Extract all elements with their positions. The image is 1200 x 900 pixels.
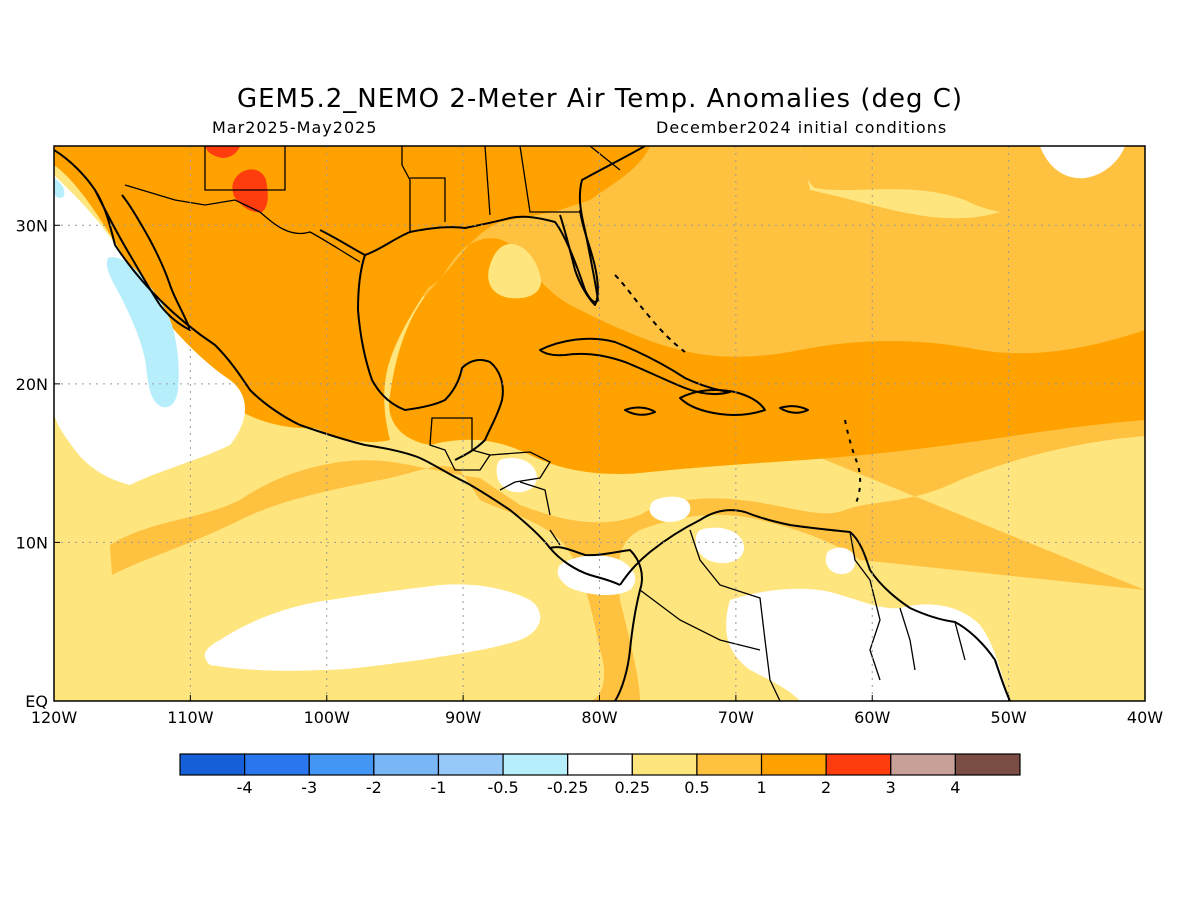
- hispaniola-coastline: [679, 389, 766, 416]
- colorbar-swatch: [308, 753, 375, 776]
- anomaly-region-0.5-1: [54, 146, 1145, 215]
- colorbar-swatch: [954, 753, 1021, 776]
- anomaly-region-1-2-mexico: [54, 146, 480, 442]
- lesser-antilles: [844, 419, 862, 506]
- colombia-venezuela-border: [689, 529, 781, 701]
- venezuela-guyana-border: [849, 531, 881, 681]
- suriname-guiana-border: [954, 621, 966, 661]
- anomaly-region-near-zero-guiana-spot: [825, 547, 856, 575]
- anomaly-region-0.5-1-gulf-spot: [488, 244, 541, 299]
- anomaly-region-2-3-spot-b: [232, 169, 268, 213]
- x-tick-label: 110W: [167, 708, 214, 727]
- colorbar-swatch: [373, 753, 440, 776]
- colorbar-label: 4: [950, 778, 960, 797]
- x-tick-label: 50W: [991, 708, 1027, 727]
- x-tick-label: 120W: [31, 708, 78, 727]
- y-tick-label: 20N: [16, 375, 48, 394]
- colorbar-label: -1: [430, 778, 446, 797]
- colorbar-label: -0.5: [487, 778, 518, 797]
- x-tick-label: 80W: [581, 708, 617, 727]
- nicaragua-border: [519, 481, 551, 516]
- colorbar-label: -0.25: [547, 778, 588, 797]
- guatemala-border: [429, 417, 492, 471]
- colorbar-swatch: [825, 753, 892, 776]
- anomaly-region-near-zero-caribbean-spot: [649, 496, 691, 522]
- colombia-peru-border: [639, 589, 761, 651]
- boundaries: [124, 146, 966, 701]
- colorbar-label: 1: [756, 778, 766, 797]
- state-line-6: [589, 146, 621, 171]
- x-tick-label: 60W: [854, 708, 890, 727]
- colorbar-swatch: [760, 753, 827, 776]
- colorbar-swatch: [179, 753, 246, 776]
- colorbar: -4 -3 -2 -1 -0.5 -0.25 0.25 0.5 1 2 3 4: [179, 753, 1021, 797]
- anomaly-region-2-3-spot-a: [205, 146, 240, 158]
- us-mexico-border: [124, 184, 361, 263]
- anomaly-region-near-zero-atlantic-spot: [1040, 146, 1125, 179]
- anomaly-region-near-zero-venezuela-spot: [695, 527, 745, 564]
- x-axis: 120W 110W 100W 90W 80W 70W 60W 50W 40W: [31, 695, 1163, 727]
- anomaly-region-near-zero-south-america: [726, 588, 1010, 701]
- anomaly-field: [54, 146, 1145, 701]
- colorbar-label: -2: [366, 778, 382, 797]
- colorbar-swatch: [696, 753, 763, 776]
- anomaly-region-negative-coastal: [54, 178, 65, 198]
- y-axis: EQ 10N 20N 30N: [16, 216, 60, 711]
- colorbar-swatch: [437, 753, 504, 776]
- colorbar-swatch: [244, 753, 310, 776]
- florida-coastline: [559, 209, 599, 306]
- puerto-rico-coastline: [779, 405, 809, 414]
- initial-conditions: December2024 initial conditions: [656, 118, 948, 137]
- colorbar-label: 0.5: [684, 778, 709, 797]
- colorbar-swatch: [631, 753, 698, 776]
- state-line-1: [204, 146, 286, 191]
- map-title: GEM5.2_NEMO 2-Meter Air Temp. Anomalies …: [236, 84, 964, 114]
- colorbar-label: 2: [821, 778, 831, 797]
- forecast-period: Mar2025-May2025: [212, 118, 378, 137]
- guyana-suriname-border: [899, 607, 916, 671]
- western-gulf-coastline: [357, 254, 504, 461]
- state-line-5: [519, 146, 580, 213]
- state-line-3: [410, 177, 446, 222]
- y-tick-label: 10N: [16, 533, 48, 552]
- isthmus-coastline: [549, 546, 643, 701]
- anomaly-region-near-zero-panama: [557, 555, 636, 596]
- colorbar-label: -4: [237, 778, 253, 797]
- jamaica-coastline: [624, 406, 656, 416]
- y-tick-label: 30N: [16, 216, 48, 235]
- grid-lines: [54, 146, 1145, 701]
- cuba-coastline: [539, 337, 731, 396]
- colorbar-swatch: [567, 753, 633, 776]
- colorbar-label: 0.25: [614, 778, 650, 797]
- state-line-4: [484, 146, 491, 216]
- state-line-2: [401, 146, 411, 232]
- anomaly-region-negative-baja: [106, 257, 179, 408]
- colorbar-swatch: [890, 753, 956, 776]
- colorbar-label: 3: [886, 778, 896, 797]
- x-tick-label: 100W: [304, 708, 351, 727]
- anomaly-region-0.5-1-central: [54, 146, 1145, 701]
- colorbar-swatch: [502, 753, 569, 776]
- honduras-border: [489, 451, 551, 491]
- x-tick-label: 40W: [1127, 708, 1163, 727]
- y-tick-label: EQ: [25, 692, 48, 711]
- colorbar-label: -3: [301, 778, 317, 797]
- anomaly-region-near-zero-equatorial-pacific: [204, 584, 541, 671]
- x-tick-label: 70W: [718, 708, 754, 727]
- bahamas: [614, 274, 686, 353]
- x-tick-label: 90W: [445, 708, 481, 727]
